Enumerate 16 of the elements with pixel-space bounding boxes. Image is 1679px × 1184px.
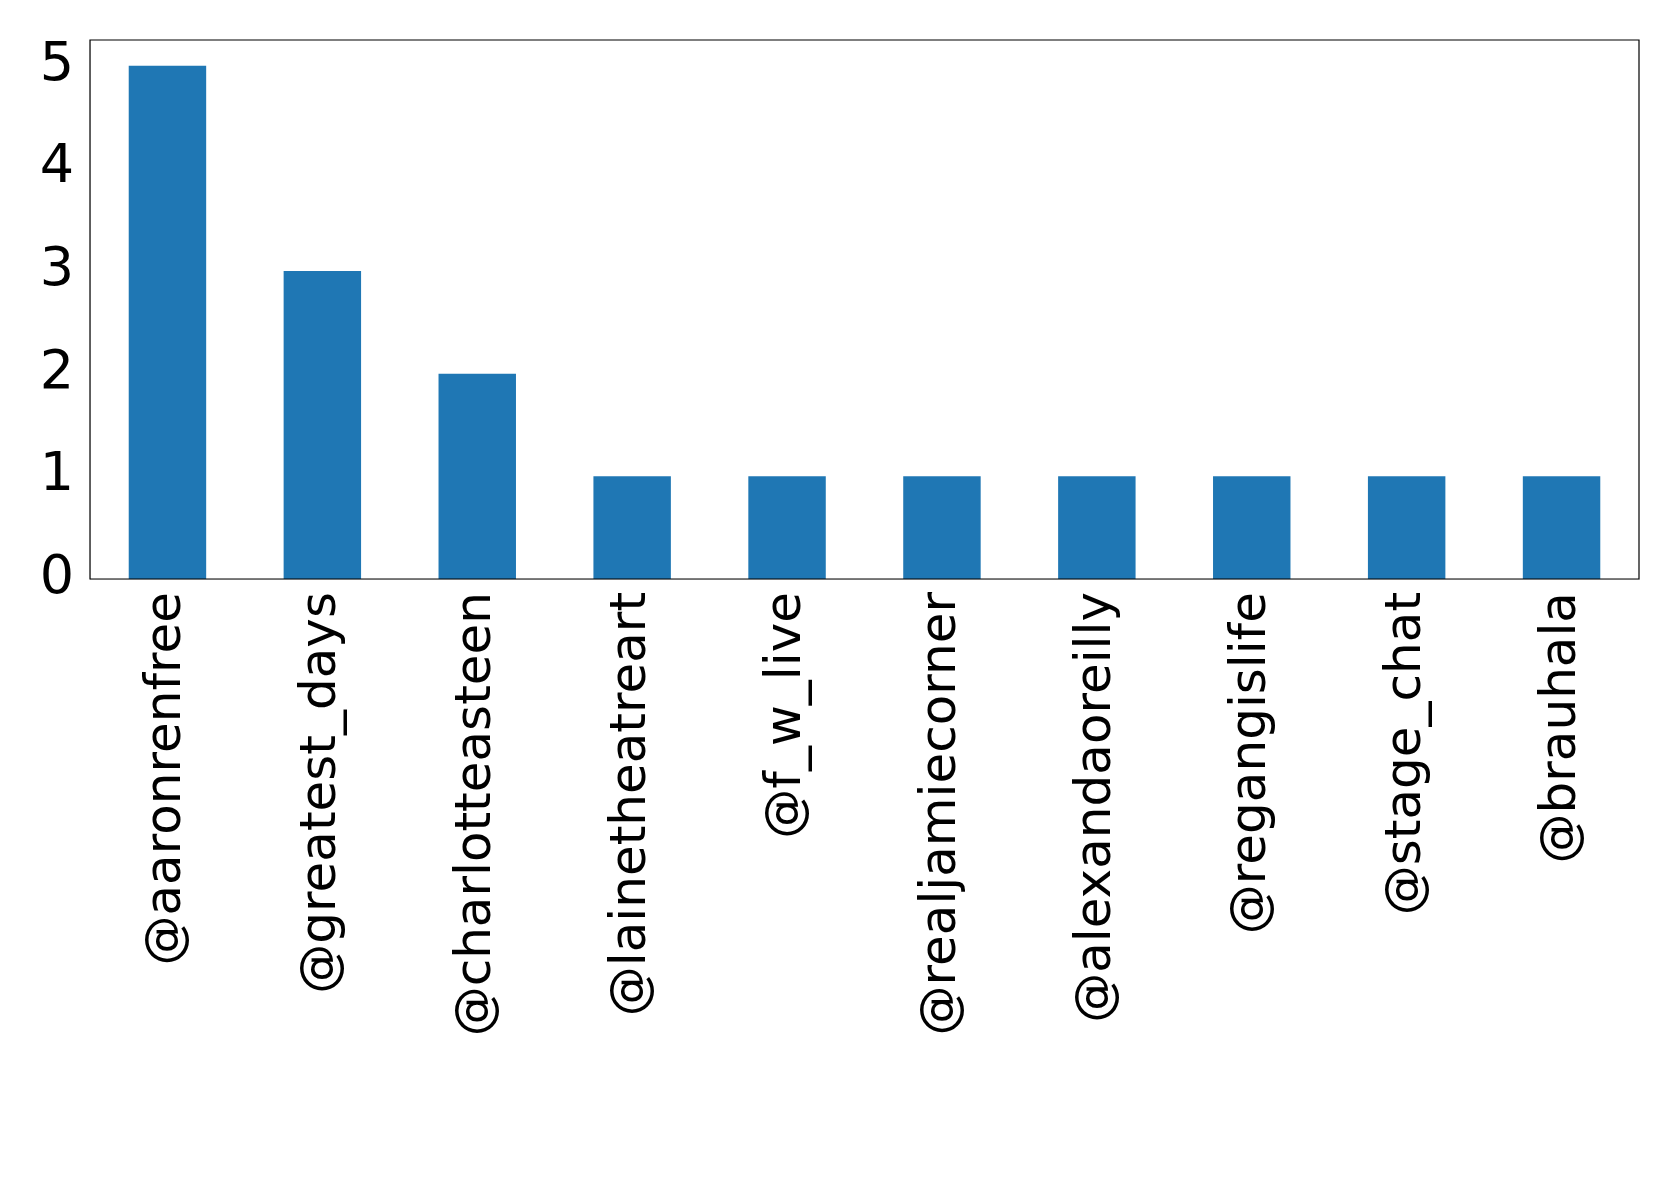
x-tick-label: @brauhala: [1528, 592, 1587, 864]
x-tick-label: @stage_chat: [1373, 592, 1432, 916]
x-tick-label: @f_w_live: [754, 592, 813, 839]
x-tick-label: @alexandaoreilly: [1063, 592, 1122, 1023]
x-tick-label: @regangislife: [1218, 592, 1277, 935]
x-tick-label: @lainetheatreart: [599, 592, 658, 1017]
y-tick-label: 1: [39, 440, 74, 504]
y-tick-label: 2: [39, 337, 74, 401]
x-tick-label: @aaronrenfree: [134, 592, 193, 966]
x-tick-label: @charlotteasteen: [444, 592, 503, 1037]
y-tick-label: 0: [39, 543, 74, 607]
y-tick-label: 5: [39, 29, 74, 93]
y-tick-label: 3: [39, 235, 74, 299]
x-tick-label: @realjamiecorner: [908, 591, 967, 1036]
x-tick-label: @greatest_days: [289, 592, 348, 994]
y-tick-label: 4: [39, 132, 74, 196]
